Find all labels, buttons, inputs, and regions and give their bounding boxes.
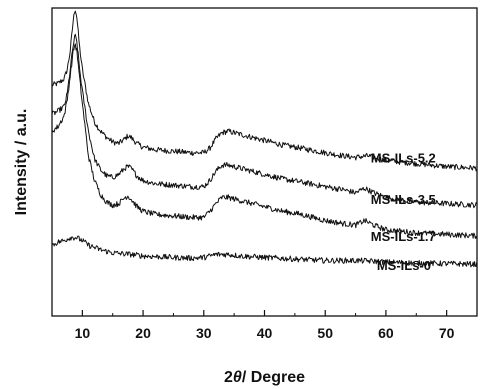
plot-area [51, 10, 478, 268]
x-axis-ticks: 10 20 30 40 50 60 70 [51, 310, 478, 341]
x-tick-label: 50 [317, 325, 333, 341]
series-line-ms-ils-0 [51, 235, 478, 268]
series-label-ms-ils-3-5: MS-ILs-3.5 [371, 192, 436, 207]
series-label-ms-ils-5-2: MS-ILs-5.2 [371, 150, 436, 165]
series-label-ms-ils-0: MS-ILs-0 [377, 258, 431, 273]
x-tick-label: 20 [135, 325, 151, 341]
x-tick-label: 70 [439, 325, 455, 341]
series-label-ms-ils-1-7: MS-ILs-1.7 [371, 229, 436, 244]
series-line-ms-ils-1-7 [51, 43, 478, 239]
x-tick-label: 30 [196, 325, 212, 341]
series-line-ms-ils-5-2 [51, 10, 478, 172]
x-tick-label: 60 [378, 325, 394, 341]
x-tick-label: 10 [75, 325, 91, 341]
series-line-ms-ils-3-5 [51, 33, 478, 209]
x-axis-label: 2θ/ Degree [224, 369, 305, 386]
y-axis-label: Intensity / a.u. [13, 109, 30, 216]
x-tick-label: 40 [257, 325, 273, 341]
